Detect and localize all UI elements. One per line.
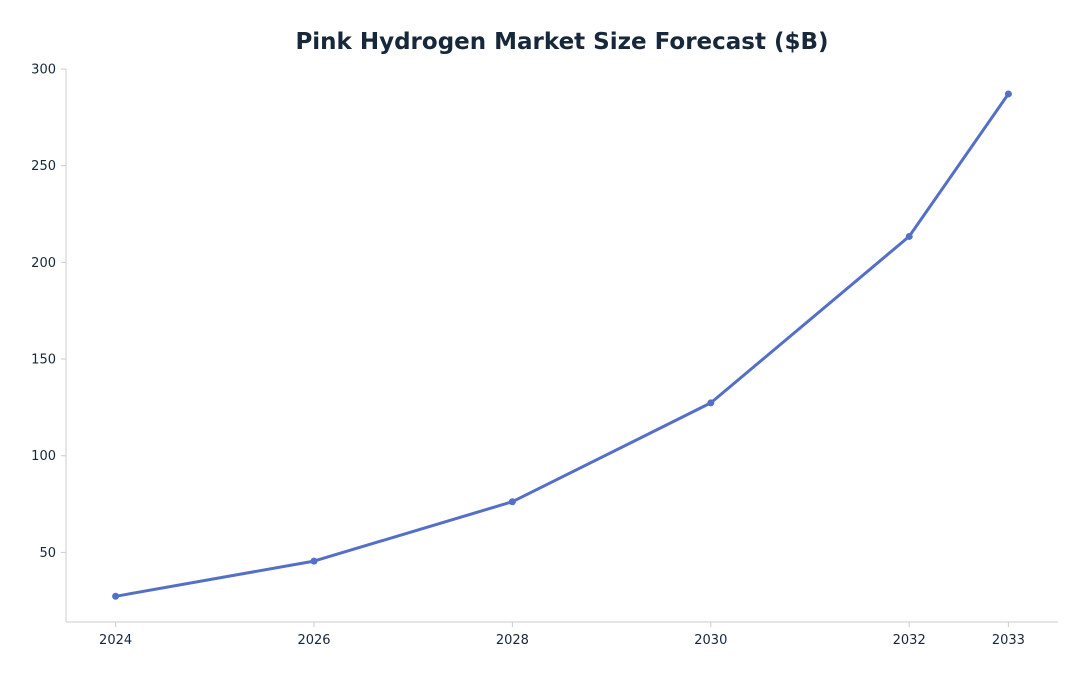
axes	[65, 69, 1058, 623]
data-point	[508, 498, 516, 506]
x-tick-label: 2024	[99, 633, 132, 648]
data-point	[707, 399, 715, 407]
data-point	[112, 592, 120, 600]
series-layer	[112, 90, 1012, 600]
chart-title: Pink Hydrogen Market Size Forecast ($B)	[295, 29, 828, 55]
series-line	[114, 92, 1010, 598]
x-tick-label: 2026	[297, 633, 330, 648]
data-point	[1004, 90, 1012, 98]
y-tick-label: 100	[31, 449, 56, 464]
x-tick-label: 2030	[694, 633, 727, 648]
y-tick-label: 200	[31, 256, 56, 271]
y-tick-label: 50	[39, 546, 56, 561]
x-tick-label: 2028	[496, 633, 529, 648]
y-tick-label: 300	[31, 63, 56, 78]
y-tick-label: 250	[31, 159, 56, 174]
x-tick-label: 2032	[893, 633, 926, 648]
data-point	[310, 557, 318, 565]
x-tick-label: 2033	[992, 633, 1025, 648]
x-axis-ticks: 2024 2026 2028 2030 2032 2033	[99, 622, 1025, 648]
data-point	[905, 232, 913, 240]
y-tick-label: 150	[31, 353, 56, 368]
y-axis-ticks: 50 100 150 200 250 300	[31, 63, 66, 561]
